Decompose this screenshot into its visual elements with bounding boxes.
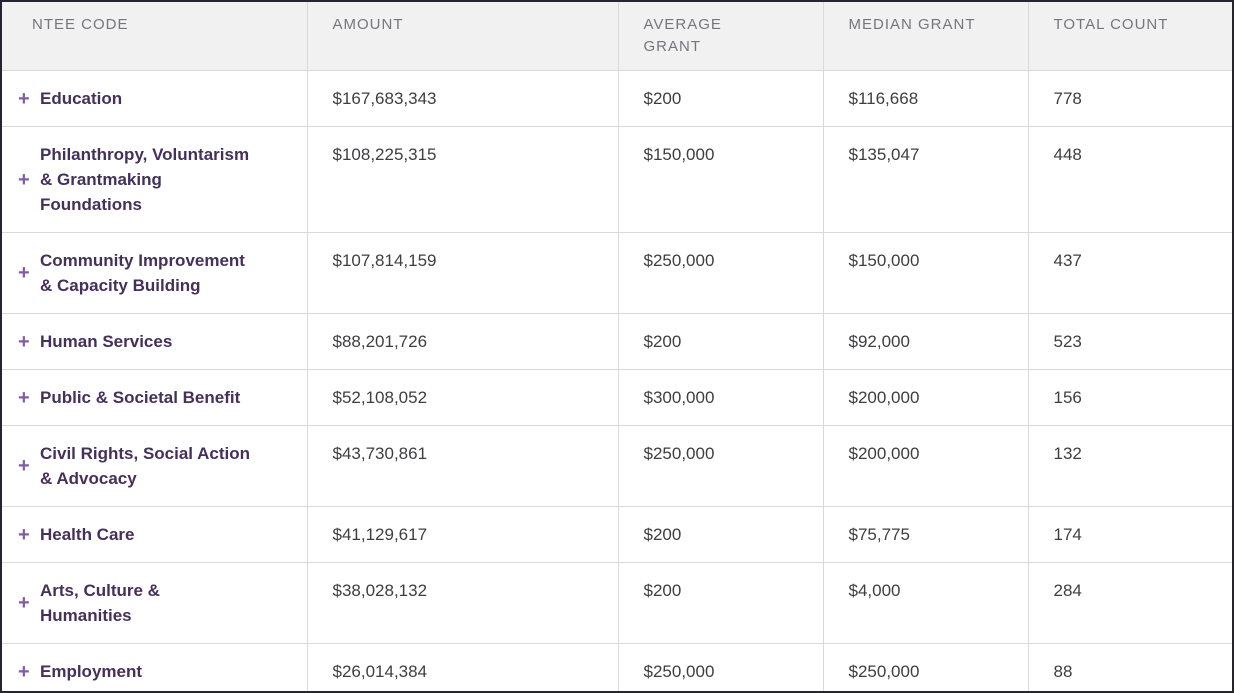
column-header-ntee-code: NTEE CODE: [2, 2, 308, 71]
average-grant-cell: $200: [618, 313, 824, 370]
ntee-code-cell: + Education: [2, 70, 308, 127]
expand-plus-icon[interactable]: +: [18, 168, 30, 191]
total-count-cell: 174: [1028, 506, 1232, 563]
ntee-cell-content: + Community Improvement & Capacity Buildi…: [18, 248, 297, 298]
table-row: + Employment $26,014,384 $250,000 $250,000 88: [2, 643, 1232, 691]
column-header-label: TOTAL COUNT: [1053, 16, 1169, 33]
total-count-cell: 523: [1028, 313, 1232, 370]
amount-cell: $41,129,617: [307, 506, 619, 563]
ntee-cell-content: + Public & Societal Benefit: [18, 385, 297, 410]
total-count-cell: 284: [1028, 562, 1232, 644]
total-count-cell: 778: [1028, 70, 1232, 127]
expand-plus-icon[interactable]: +: [18, 660, 30, 683]
average-grant-cell: $200: [618, 562, 824, 644]
expand-plus-icon[interactable]: +: [18, 330, 30, 353]
table-row: + Arts, Culture & Humanities $38,028,132 $2…: [2, 562, 1232, 644]
expand-plus-icon[interactable]: +: [18, 87, 30, 110]
ntee-code-cell: + Community Improvement & Capacity Buildi…: [2, 232, 308, 314]
ntee-code-cell: + Civil Rights, Social Action & Advocacy: [2, 425, 308, 507]
median-grant-cell: $92,000: [823, 313, 1029, 370]
amount-cell: $26,014,384: [307, 643, 619, 691]
ntee-category-link[interactable]: Philanthropy, Voluntarism & Grantmaking …: [40, 145, 250, 214]
ntee-category-link[interactable]: Education: [40, 89, 123, 108]
column-header-label: AVERAGE GRANT: [643, 16, 722, 55]
amount-cell: $88,201,726: [307, 313, 619, 370]
column-header-label: NTEE CODE: [32, 16, 129, 33]
amount-cell: $167,683,343: [307, 70, 619, 127]
median-grant-cell: $4,000: [823, 562, 1029, 644]
expand-plus-icon[interactable]: +: [18, 262, 30, 284]
average-grant-cell: $250,000: [618, 232, 824, 314]
amount-cell: $107,814,159: [307, 232, 619, 314]
average-grant-cell: $150,000: [618, 126, 824, 233]
table-row: + Public & Societal Benefit $52,108,052 $30…: [2, 369, 1232, 426]
column-header-median-grant: MEDIAN GRANT: [823, 2, 1029, 71]
table-row: + Education $167,683,343 $200 $116,668 778: [2, 70, 1232, 127]
median-grant-cell: $200,000: [823, 425, 1029, 507]
median-grant-cell: $200,000: [823, 369, 1029, 426]
median-grant-cell: $150,000: [823, 232, 1029, 314]
ntee-code-cell: + Health Care: [2, 506, 308, 563]
table-row: + Health Care $41,129,617 $200 $75,775 174: [2, 506, 1232, 563]
column-header-label: AMOUNT: [332, 16, 404, 33]
average-grant-cell: $300,000: [618, 369, 824, 426]
median-grant-cell: $75,775: [823, 506, 1029, 563]
ntee-category-link[interactable]: Human Services: [40, 332, 173, 351]
amount-cell: $108,225,315: [307, 126, 619, 233]
ntee-code-cell: + Employment: [2, 643, 308, 691]
total-count-cell: 448: [1028, 126, 1232, 233]
ntee-category-link[interactable]: Health Care: [40, 525, 135, 544]
total-count-cell: 156: [1028, 369, 1232, 426]
ntee-category-link[interactable]: Arts, Culture & Humanities: [40, 581, 160, 625]
average-grant-cell: $200: [618, 70, 824, 127]
ntee-category-link[interactable]: Community Improvement & Capacity Buildin…: [40, 251, 245, 295]
ntee-code-cell: + Arts, Culture & Humanities: [2, 562, 308, 644]
median-grant-cell: $116,668: [823, 70, 1029, 127]
expand-plus-icon[interactable]: +: [18, 592, 30, 614]
table-row: + Human Services $88,201,726 $200 $92,000 523: [2, 313, 1232, 370]
amount-cell: $43,730,861: [307, 425, 619, 507]
median-grant-cell: $250,000: [823, 643, 1029, 691]
median-grant-cell: $135,047: [823, 126, 1029, 233]
table-header: NTEE CODE AMOUNT AVERAGE GRANT MEDIAN GR…: [2, 2, 1232, 71]
ntee-cell-content: + Civil Rights, Social Action & Advocacy: [18, 441, 297, 491]
ntee-cell-content: + Human Services: [18, 329, 297, 354]
table-row: + Civil Rights, Social Action & Advocacy $…: [2, 425, 1232, 507]
header-row: NTEE CODE AMOUNT AVERAGE GRANT MEDIAN GR…: [2, 2, 1232, 71]
ntee-category-link[interactable]: Employment: [40, 662, 143, 681]
column-header-average-grant: AVERAGE GRANT: [618, 2, 824, 71]
ntee-cell-content: + Arts, Culture & Humanities: [18, 578, 297, 628]
amount-cell: $52,108,052: [307, 369, 619, 426]
average-grant-cell: $200: [618, 506, 824, 563]
column-header-amount: AMOUNT: [307, 2, 619, 71]
expand-plus-icon[interactable]: +: [18, 386, 30, 409]
ntee-category-link[interactable]: Civil Rights, Social Action & Advocacy: [40, 444, 251, 488]
table-body: + Education $167,683,343 $200 $116,668 778 + Ph…: [2, 70, 1232, 691]
ntee-cell-content: + Health Care: [18, 522, 297, 547]
ntee-cell-content: + Employment: [18, 659, 297, 684]
ntee-code-cell: + Philanthropy, Voluntarism & Grantmaking…: [2, 126, 308, 233]
total-count-cell: 88: [1028, 643, 1232, 691]
average-grant-cell: $250,000: [618, 643, 824, 691]
ntee-code-cell: + Public & Societal Benefit: [2, 369, 308, 426]
total-count-cell: 437: [1028, 232, 1232, 314]
ntee-cell-content: + Education: [18, 86, 297, 111]
ntee-category-link[interactable]: Public & Societal Benefit: [40, 388, 241, 407]
total-count-cell: 132: [1028, 425, 1232, 507]
average-grant-cell: $250,000: [618, 425, 824, 507]
ntee-code-cell: + Human Services: [2, 313, 308, 370]
column-header-total-count: TOTAL COUNT: [1028, 2, 1232, 71]
table-row: + Community Improvement & Capacity Buildi…: [2, 232, 1232, 314]
ntee-cell-content: + Philanthropy, Voluntarism & Grantmaking…: [18, 142, 297, 217]
expand-plus-icon[interactable]: +: [18, 523, 30, 546]
amount-cell: $38,028,132: [307, 562, 619, 644]
table-row: + Philanthropy, Voluntarism & Grantmaking…: [2, 126, 1232, 233]
column-header-label: MEDIAN GRANT: [848, 16, 976, 33]
expand-plus-icon[interactable]: +: [18, 455, 30, 477]
